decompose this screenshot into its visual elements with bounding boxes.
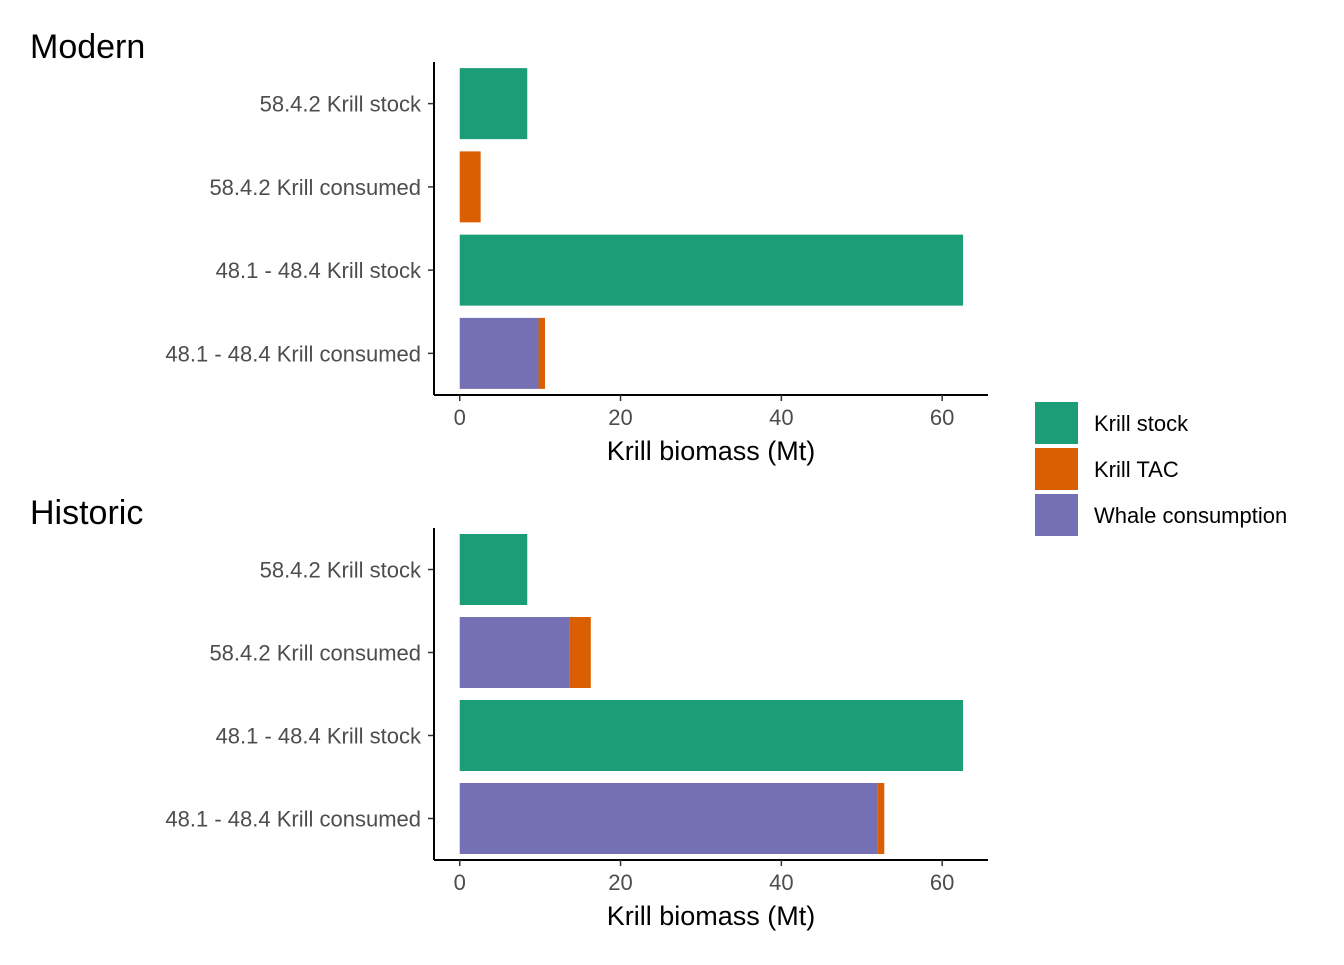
x-tick-label: 20	[608, 405, 632, 430]
bar-48-1-48-4-krill-consumed-krill-tac	[877, 783, 885, 854]
panel-title: Modern	[30, 28, 145, 66]
legend-key-krill-tac	[1035, 448, 1078, 490]
y-tick-label: 48.1 - 48.4 Krill stock	[216, 724, 422, 749]
chart-panel-modern: Modern 58.4.2 Krill stock 58.4.2 Krill con…	[30, 28, 988, 466]
bar-58-4-2-krill-stock-krill-stock	[459, 534, 528, 605]
bar-48-1-48-4-krill-consumed-krill-tac	[538, 317, 545, 389]
y-tick-label: 58.4.2 Krill consumed	[209, 175, 421, 200]
x-tick-label: 60	[930, 405, 954, 430]
x-tick-label: 40	[769, 405, 793, 430]
bar-48-1-48-4-krill-consumed-whale-consumption	[459, 783, 878, 854]
x-tick-label: 40	[769, 870, 793, 895]
bar-48-1-48-4-krill-stock-krill-stock	[459, 234, 964, 306]
bar-58-4-2-krill-consumed-krill-tac	[569, 617, 591, 688]
y-tick-label: 48.1 - 48.4 Krill consumed	[165, 341, 421, 366]
y-tick-label: 48.1 - 48.4 Krill consumed	[165, 807, 421, 832]
x-axis-title: Krill biomass (Mt)	[607, 436, 816, 466]
legend-label-krill-stock: Krill stock	[1094, 411, 1189, 436]
y-tick-label: 48.1 - 48.4 Krill stock	[216, 258, 422, 283]
bar-48-1-48-4-krill-consumed-whale-consumption	[459, 317, 539, 389]
legend: Krill stock Krill TAC Whale consumption	[1035, 402, 1287, 536]
bar-58-4-2-krill-consumed-krill-tac	[459, 151, 481, 223]
legend-key-whale-consumption	[1035, 494, 1078, 536]
y-tick-label: 58.4.2 Krill stock	[260, 558, 422, 583]
legend-label-krill-tac: Krill TAC	[1094, 457, 1179, 482]
bar-58-4-2-krill-stock-krill-stock	[459, 68, 528, 140]
x-tick-label: 20	[608, 870, 632, 895]
panel-title: Historic	[30, 494, 143, 532]
y-tick-label: 58.4.2 Krill consumed	[209, 641, 421, 666]
legend-label-whale-consumption: Whale consumption	[1094, 503, 1287, 528]
chart-panel-historic: Historic 58.4.2 Krill stock 58.4.2 Krill c…	[30, 494, 988, 931]
x-tick-label: 60	[930, 870, 954, 895]
x-tick-label: 0	[454, 405, 466, 430]
legend-key-krill-stock	[1035, 402, 1078, 444]
x-axis-title: Krill biomass (Mt)	[607, 901, 816, 931]
bar-58-4-2-krill-consumed-whale-consumption	[459, 617, 570, 688]
bar-48-1-48-4-krill-stock-krill-stock	[459, 700, 964, 771]
y-tick-label: 58.4.2 Krill stock	[260, 92, 422, 117]
x-tick-label: 0	[454, 870, 466, 895]
